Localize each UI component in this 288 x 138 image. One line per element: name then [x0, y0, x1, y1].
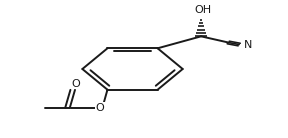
Text: O: O: [96, 103, 104, 113]
Text: N: N: [244, 40, 252, 50]
Text: O: O: [71, 79, 80, 89]
Text: OH: OH: [194, 5, 211, 15]
